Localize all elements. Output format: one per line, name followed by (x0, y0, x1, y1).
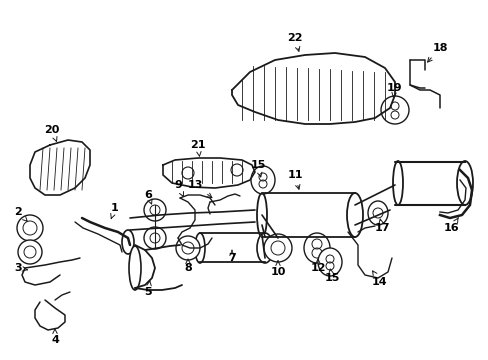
Ellipse shape (250, 166, 274, 194)
Text: 12: 12 (309, 259, 325, 273)
Text: 11: 11 (286, 170, 302, 189)
Circle shape (18, 240, 42, 264)
Ellipse shape (304, 233, 329, 263)
Text: 18: 18 (427, 43, 447, 62)
Ellipse shape (380, 96, 408, 124)
Text: 13: 13 (187, 180, 211, 198)
Text: 7: 7 (228, 250, 235, 263)
Circle shape (17, 215, 43, 241)
Text: 17: 17 (373, 219, 389, 233)
Text: 2: 2 (14, 207, 27, 221)
Circle shape (143, 227, 165, 249)
Text: 21: 21 (190, 140, 205, 156)
Ellipse shape (129, 246, 141, 290)
Ellipse shape (317, 248, 341, 276)
Ellipse shape (456, 161, 472, 205)
Text: 14: 14 (371, 271, 387, 287)
Ellipse shape (367, 201, 387, 225)
Text: 1: 1 (110, 203, 119, 219)
Text: 9: 9 (174, 180, 183, 197)
Circle shape (182, 167, 194, 179)
Text: 15: 15 (324, 269, 339, 283)
Ellipse shape (392, 161, 402, 205)
Text: 3: 3 (14, 263, 27, 273)
Ellipse shape (195, 233, 204, 263)
Ellipse shape (122, 230, 134, 254)
Text: 19: 19 (386, 83, 402, 97)
Circle shape (143, 199, 165, 221)
Text: 6: 6 (144, 190, 152, 204)
Ellipse shape (346, 193, 362, 237)
Text: 10: 10 (270, 261, 285, 277)
Ellipse shape (257, 193, 266, 237)
Text: 20: 20 (44, 125, 60, 141)
Ellipse shape (257, 233, 272, 263)
Text: 15: 15 (250, 160, 265, 177)
Text: 4: 4 (51, 329, 59, 345)
Circle shape (230, 164, 243, 176)
Text: 22: 22 (286, 33, 302, 51)
Text: 16: 16 (443, 218, 459, 233)
Circle shape (176, 236, 200, 260)
Text: 8: 8 (184, 259, 191, 273)
Circle shape (264, 234, 291, 262)
Text: 5: 5 (144, 281, 151, 297)
